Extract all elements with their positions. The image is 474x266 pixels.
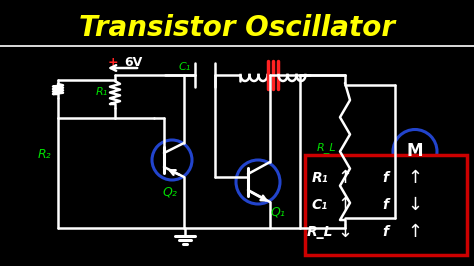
Text: M: M — [407, 143, 423, 160]
Text: R₁: R₁ — [96, 87, 108, 97]
Text: ↑: ↑ — [337, 169, 353, 187]
Text: Q₂: Q₂ — [163, 185, 177, 198]
Text: ↓: ↓ — [337, 223, 353, 241]
Text: R₂: R₂ — [37, 148, 51, 161]
Text: C₁: C₁ — [312, 198, 328, 212]
Text: C₁: C₁ — [179, 62, 191, 72]
Text: Q₁: Q₁ — [271, 206, 285, 218]
Text: ↑: ↑ — [408, 169, 422, 187]
Text: f: f — [382, 171, 388, 185]
Text: R_L: R_L — [317, 143, 337, 153]
Text: f: f — [382, 198, 388, 212]
Text: 6V: 6V — [124, 56, 142, 69]
Text: f: f — [382, 225, 388, 239]
Text: R_L: R_L — [307, 225, 333, 239]
Text: ↑: ↑ — [337, 196, 353, 214]
Text: R₁: R₁ — [311, 171, 328, 185]
Text: +: + — [108, 56, 118, 69]
FancyBboxPatch shape — [305, 155, 467, 255]
Text: ↑: ↑ — [408, 223, 422, 241]
Text: Transistor Oscillator: Transistor Oscillator — [79, 14, 395, 42]
Text: ↓: ↓ — [408, 196, 422, 214]
